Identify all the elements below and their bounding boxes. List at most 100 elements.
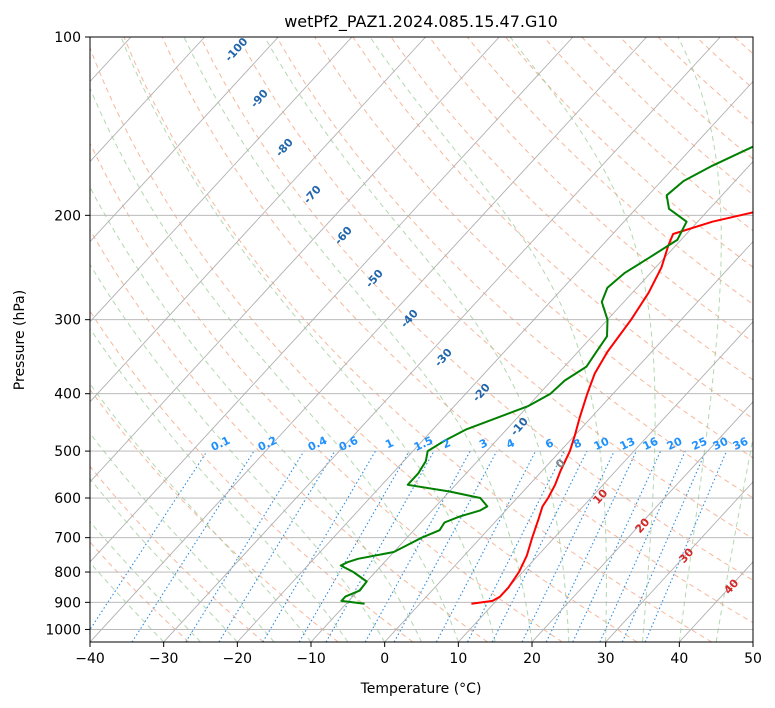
moist-adiabat-line: [90, 263, 386, 642]
dry-adiabat-label: -20: [470, 381, 493, 405]
isotherm-line: [90, 37, 279, 243]
dry-adiabat-label: -50: [363, 267, 386, 291]
plot-frame: [89, 36, 754, 643]
x-axis-title: Temperature (°C): [360, 681, 482, 697]
dry-adiabat-line: [90, 388, 339, 642]
moist-adiabat-line: [90, 478, 238, 642]
mixing-ratio-label: 6: [543, 436, 556, 451]
y-tick-label: 500: [54, 444, 81, 460]
moist-adiabat-line: [509, 37, 656, 642]
dry-adiabat-line: [123, 37, 712, 642]
y-axis-title: Pressure (hPa): [12, 290, 28, 390]
mixing-ratio-line: [491, 450, 588, 642]
isotherm-line: [163, 37, 721, 642]
mixing-ratio-line: [298, 450, 410, 642]
x-tick-label: 10: [449, 651, 467, 667]
mixing-ratio-line: [364, 450, 471, 642]
isotherm-line: [458, 321, 753, 642]
isotherm-line: [90, 37, 353, 323]
mixing-ratio-line: [185, 450, 305, 642]
isotherm-line: [90, 37, 647, 642]
moist-adiabat-line: [90, 186, 422, 642]
isotherm-line: [237, 80, 753, 642]
isotherm-line: [0, 37, 57, 642]
y-tick-label: 100: [54, 30, 81, 46]
mixing-ratio-label: 10: [592, 435, 612, 453]
y-axis: 100 200 300 400 500 600 700 800 900 1000: [45, 30, 90, 638]
mixing-ratio-line: [393, 450, 498, 642]
moist-adiabats: [90, 37, 753, 642]
dry-adiabat-label: -30: [432, 346, 455, 370]
moist-adiabat-line: [677, 37, 722, 642]
y-tick-label: 600: [54, 491, 81, 507]
moist-adiabat-line: [120, 37, 496, 642]
mixing-ratio-line: [325, 450, 435, 642]
mixing-ratio-label: 16: [641, 435, 661, 453]
moist-adiabat-line: [90, 432, 275, 642]
mixing-ratio-line: [572, 450, 662, 642]
mixing-ratio-label: 20: [665, 435, 685, 453]
x-tick-label: −40: [75, 651, 105, 667]
dry-adiabat-line: [428, 37, 753, 343]
moist-adiabat-label: 20: [632, 515, 652, 535]
dry-adiabats: [90, 37, 753, 642]
mixing-ratio-line: [521, 450, 615, 642]
y-tick-label: 700: [54, 531, 81, 547]
moist-adiabat-line: [90, 562, 165, 642]
mixing-ratio-label: 1: [383, 436, 395, 451]
dry-adiabat-line: [619, 37, 753, 160]
mixing-ratio-label: 13: [618, 435, 637, 453]
dry-adiabat-line: [237, 37, 753, 540]
dry-adiabat-line: [90, 541, 190, 642]
mixing-ratio-line: [599, 450, 686, 642]
mixing-ratio-line: [621, 450, 707, 642]
y-tick-label: 1000: [45, 622, 81, 638]
isotherms: [0, 37, 753, 642]
dry-adiabat-label: -60: [332, 224, 355, 248]
dry-adiabat-line: [543, 37, 753, 232]
dry-adiabat-line: [466, 37, 753, 305]
mixing-ratio-label: 30: [711, 435, 731, 453]
isotherm-line: [310, 160, 753, 642]
dry-adiabat-line: [90, 228, 488, 642]
profile-lines: [339, 145, 753, 605]
isotherm-line: [90, 37, 574, 563]
mixing-ratio-line: [545, 450, 637, 642]
y-tick-label: 900: [54, 595, 81, 611]
isotherm-line: [90, 37, 500, 483]
dry-adiabat-line: [90, 142, 563, 642]
x-tick-label: 50: [744, 651, 762, 667]
mixing-ratio-line: [131, 450, 255, 642]
moist-adiabat-label: 30: [676, 545, 696, 565]
isopleth-labels: -100-90-80-70-60-50-40-30-20-10010203040…: [209, 37, 751, 597]
dry-adiabat-line: [734, 37, 753, 55]
dry-adiabat-line: [90, 465, 264, 642]
dry-adiabat-label: -40: [398, 307, 421, 331]
y-tick-label: 200: [54, 208, 81, 224]
isobars: [90, 37, 753, 630]
dry-adiabat-line: [276, 37, 753, 499]
isotherm-line: [752, 641, 753, 642]
dry-adiabat-line: [90, 46, 638, 642]
moist-adiabat-label: 10: [590, 486, 610, 506]
mixing-ratio-label: 8: [571, 436, 583, 451]
dry-adiabat-line: [657, 37, 753, 125]
moist-adiabat-line: [90, 520, 201, 642]
x-tick-label: 30: [597, 651, 615, 667]
dry-adiabat-line: [314, 37, 753, 459]
moist-adiabat-line: [90, 86, 459, 642]
dry-adiabat-line: [505, 37, 753, 268]
mixing-ratio-label: 4: [504, 436, 517, 451]
dry-adiabat-label: -10: [508, 415, 531, 439]
dry-adiabat-line: [390, 37, 753, 381]
x-tick-label: −30: [149, 651, 179, 667]
moist-adiabat-line: [264, 37, 570, 642]
x-tick-label: 20: [523, 651, 541, 667]
mixing-ratio-label: 36: [731, 435, 751, 453]
mixing-ratio-line: [644, 450, 728, 642]
dry-adiabat-label: -90: [248, 87, 271, 111]
x-axis: −40 −30 −20 −10 0 10 20 30 40 50: [75, 642, 762, 667]
mixing-ratio-line: [262, 450, 376, 642]
moist-adiabat-line: [183, 37, 533, 642]
